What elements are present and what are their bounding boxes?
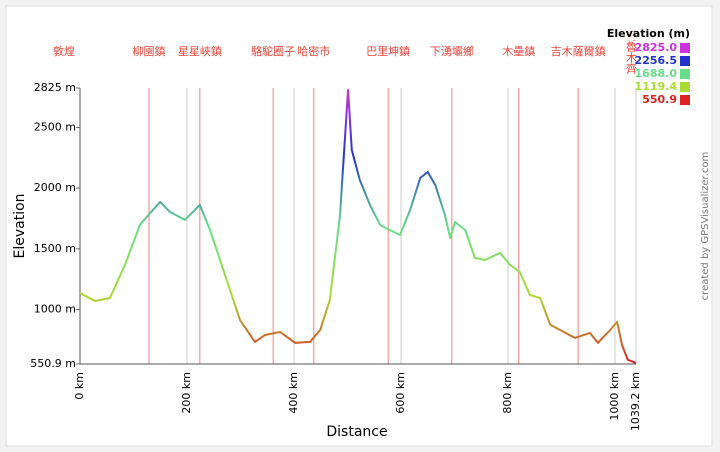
waypoint-label: 柳園鎮	[133, 44, 166, 58]
waypoint-label: 星星峽鎮	[178, 44, 222, 58]
chart-background	[5, 5, 713, 447]
y-tick-label: 1500 m	[34, 242, 76, 255]
waypoint-label: 木壘鎮	[502, 44, 535, 58]
legend-swatch	[680, 95, 690, 105]
legend-title: Elevation (m)	[607, 27, 690, 40]
legend-swatch	[680, 56, 690, 66]
waypoint-label: 下湧壩鄉	[430, 45, 474, 58]
y-tick-label: 2825 m	[34, 81, 76, 94]
y-axis-label: Elevation	[12, 193, 28, 258]
x-tick-label: 0 km	[73, 372, 86, 400]
waypoint-label: 敦煌	[53, 44, 75, 58]
legend-value: 1688.0	[635, 67, 678, 80]
waypoint-label: 吉木薩爾鎮	[551, 44, 606, 58]
legend-background	[600, 26, 666, 40]
legend-value: 1119.4	[635, 80, 678, 93]
credit: created by GPSVisualizer.com	[700, 152, 711, 301]
x-tick-label: 1039.2 km	[629, 372, 642, 431]
waypoint-label: 駱駝圈子	[251, 45, 295, 58]
waypoint-label: 巴里坤鎮	[366, 44, 410, 58]
x-axis-label: Distance	[326, 424, 387, 440]
x-tick-label: 600 km	[394, 372, 407, 414]
x-tick-label: 800 km	[501, 372, 514, 414]
legend-value: 2256.5	[635, 54, 677, 67]
legend-swatch	[680, 69, 690, 79]
elevation-line	[79, 88, 637, 364]
waypoint-label: 烏魯木齊	[625, 29, 638, 75]
legend-swatch	[680, 43, 690, 53]
y-tick-label: 2500 m	[34, 120, 76, 133]
legend-value: 550.9	[642, 93, 677, 106]
y-tick-label: 1000 m	[34, 302, 76, 315]
legend-swatch	[680, 82, 690, 92]
y-tick-label: 550.9 m	[30, 357, 76, 370]
x-tick-label: 1000 km	[608, 372, 621, 421]
x-tick-label: 200 km	[180, 372, 193, 414]
y-tick-label: 2000 m	[34, 181, 76, 194]
legend-value: 2825.0	[635, 41, 678, 54]
waypoint-label: 哈密市	[297, 44, 330, 58]
x-tick-label: 400 km	[287, 372, 300, 414]
